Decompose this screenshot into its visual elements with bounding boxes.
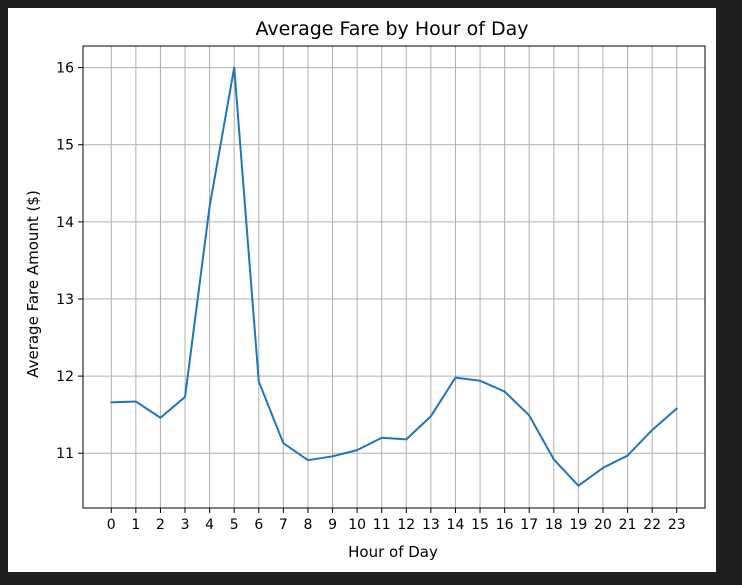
x-tick-label: 15	[471, 517, 489, 533]
x-tick-label: 6	[254, 517, 263, 533]
x-tick-label: 21	[619, 517, 637, 533]
x-tick-label: 7	[279, 517, 288, 533]
x-axis-title: Hour of Day	[348, 543, 438, 561]
x-tick-label: 5	[230, 517, 239, 533]
axis-ticks: 0 1 2 3 4 5 6 7 8 9 10 11 12 13 14 15 16 17 18 19 20 21 22 2311…	[56, 61, 685, 533]
x-tick-label: 2	[156, 517, 165, 533]
x-tick-label: 4	[205, 517, 214, 533]
y-tick-label: 11	[56, 446, 74, 462]
chart-figure: Average Fare by Hour of Day 0 1 2 3 4 5 6 7 8 9 10…	[8, 8, 716, 572]
x-tick-label: 0	[107, 517, 116, 533]
y-tick-label: 14	[56, 215, 74, 231]
y-tick-label: 13	[56, 292, 74, 308]
series-line	[110, 66, 678, 487]
x-tick-label: 23	[668, 517, 686, 533]
x-tick-label: 8	[303, 517, 312, 533]
y-tick-label: 15	[56, 138, 74, 154]
x-tick-label: 10	[348, 517, 366, 533]
series-layer	[110, 66, 678, 487]
x-tick-label: 18	[545, 517, 563, 533]
x-tick-label: 20	[594, 517, 612, 533]
x-tick-label: 17	[520, 517, 538, 533]
x-tick-label: 22	[643, 517, 661, 533]
y-tick-label: 12	[56, 369, 74, 385]
chart-title: Average Fare by Hour of Day	[255, 18, 528, 40]
x-tick-label: 1	[131, 517, 140, 533]
x-tick-label: 12	[397, 517, 415, 533]
line-chart: Average Fare by Hour of Day 0 1 2 3 4 5 6 7 8 9 10…	[24, 18, 706, 561]
x-tick-label: 19	[569, 517, 587, 533]
x-tick-label: 9	[328, 517, 337, 533]
x-tick-label: 13	[422, 517, 440, 533]
x-tick-label: 3	[181, 517, 190, 533]
x-tick-label: 11	[373, 517, 391, 533]
x-tick-label: 14	[447, 517, 465, 533]
x-tick-label: 16	[496, 517, 514, 533]
y-tick-label: 16	[56, 61, 74, 77]
y-axis-title: Average Fare Amount ($)	[24, 190, 42, 378]
plot-area	[82, 45, 706, 509]
